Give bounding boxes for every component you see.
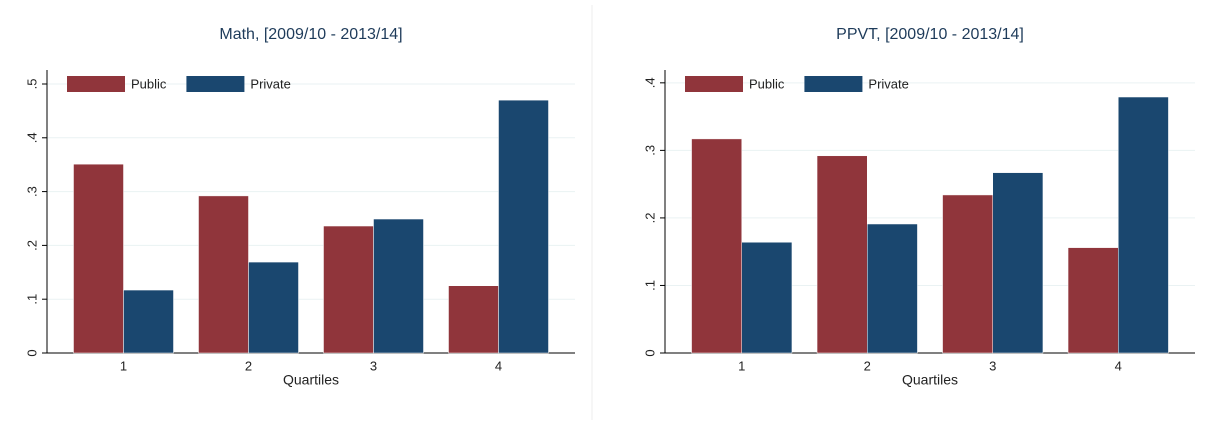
bar <box>992 172 1044 354</box>
x-axis-label: Quartiles <box>902 372 958 388</box>
x-tick-label: 2 <box>864 358 871 373</box>
y-tick-label: .4 <box>24 132 39 143</box>
y-tick-label: 0 <box>642 349 657 356</box>
chart-title: PPVT, [2009/10 - 2013/14] <box>836 26 1024 43</box>
bar <box>373 218 424 354</box>
x-tick-label: 2 <box>245 358 252 373</box>
y-tick-label: .2 <box>642 212 657 223</box>
bar <box>1067 247 1119 354</box>
y-tick-label: 0 <box>24 349 39 356</box>
legend-label: Public <box>131 76 167 91</box>
legend-swatch <box>186 76 245 92</box>
y-tick-label: .5 <box>24 79 39 90</box>
x-tick-label: 1 <box>120 358 127 373</box>
legend-swatch <box>804 76 863 92</box>
y-tick-label: .3 <box>24 186 39 197</box>
bar <box>248 261 299 354</box>
y-tick-label: .3 <box>642 145 657 156</box>
y-tick-label: .2 <box>24 240 39 251</box>
x-tick-label: 4 <box>495 358 502 373</box>
x-tick-label: 1 <box>738 358 745 373</box>
bar <box>198 195 249 354</box>
bar <box>867 223 918 354</box>
bar <box>73 163 124 354</box>
x-tick-label: 4 <box>1115 358 1122 373</box>
chart-title: Math, [2009/10 - 2013/14] <box>219 26 402 43</box>
legend-label: Public <box>749 76 785 91</box>
legend-label: Private <box>868 76 908 91</box>
y-tick-label: .1 <box>24 294 39 305</box>
bar <box>741 241 793 354</box>
bar <box>323 225 374 354</box>
bar <box>448 285 499 354</box>
legend-swatch <box>685 76 743 92</box>
y-tick-label: .1 <box>642 280 657 291</box>
bar <box>1118 96 1169 354</box>
x-axis-label: Quartiles <box>283 372 339 388</box>
bar <box>123 289 174 354</box>
bar <box>942 194 993 354</box>
bar <box>498 99 549 354</box>
y-tick-label: .4 <box>642 77 657 88</box>
bar <box>816 155 868 354</box>
bar <box>691 138 742 354</box>
x-tick-label: 3 <box>370 358 377 373</box>
legend-swatch <box>67 76 125 92</box>
x-tick-label: 3 <box>989 358 996 373</box>
legend-label: Private <box>250 76 290 91</box>
